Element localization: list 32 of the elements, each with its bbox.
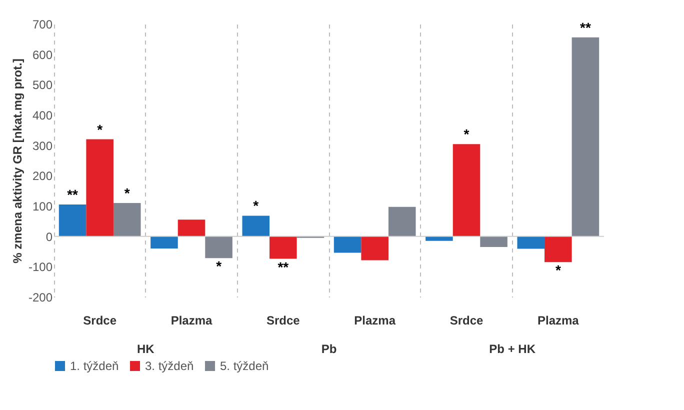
y-tick-label: 0 [46,230,53,244]
data-label: ** [278,258,290,275]
data-label: * [97,121,104,138]
data-label: * [216,258,222,274]
y-tick-label: -200 [28,290,53,304]
data-label: * [124,184,130,201]
x-tick-label: Plazma [170,314,212,328]
y-tick-label: -100 [28,260,53,274]
data-label: * [253,198,260,214]
y-tick-label: 200 [32,169,53,184]
legend-label: 3. týždeň [145,359,194,373]
y-tick-label: 500 [32,78,53,92]
text: Pb [321,342,337,356]
text: HK [136,342,155,356]
x-tick-label: Plazma [354,314,396,328]
legend-label: 1. týždeň [70,359,119,373]
y-tick-label: 300 [32,138,53,153]
y-tick-label: 600 [32,48,53,62]
legend-label: 5. týždeň [220,359,269,373]
data-label: ** [67,186,79,202]
data-label: * [464,126,470,142]
y-tick-label: 100 [32,200,53,214]
y-tick-label: 700 [32,18,53,32]
data-label: * [555,262,562,278]
x-tick-label: Srdce [450,314,484,328]
x-tick-label: Srdce [83,314,117,328]
text: Pb + HK [489,342,536,356]
x-tick-label: Srdce [266,314,300,328]
y-tick-label: 400 [32,108,53,122]
y-axis-title: % zmena aktivity GR [nkat.mg prot.] [10,58,24,264]
x-tick-label: Plazma [537,314,580,328]
data-label: ** [580,19,592,36]
